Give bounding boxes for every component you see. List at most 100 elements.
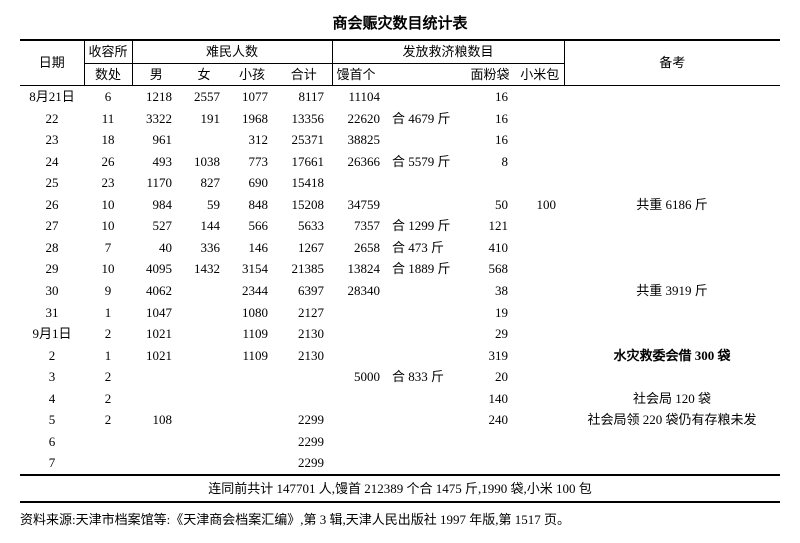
cell-buns (332, 172, 388, 194)
cell-note (564, 151, 780, 173)
cell-total: 17661 (276, 151, 332, 173)
cell-buns-extra (388, 409, 464, 431)
cell-millet (516, 431, 564, 453)
cell-male: 493 (132, 151, 180, 173)
cell-buns-extra (388, 431, 464, 453)
cell-date: 26 (20, 194, 84, 216)
cell-buns-extra: 合 473 斤 (388, 237, 464, 259)
hdr-relief-group: 发放救济粮数目 (332, 40, 564, 63)
cell-flour: 16 (464, 129, 516, 151)
cell-shelter (84, 452, 132, 475)
cell-millet (516, 280, 564, 302)
hdr-shelter-group: 收容所 (84, 40, 132, 63)
table-row: 2211332219119681335622620合 4679 斤16 (20, 108, 780, 130)
table-row: 42140社会局 120 袋 (20, 388, 780, 410)
cell-note: 社会局 120 袋 (564, 388, 780, 410)
cell-child (228, 388, 276, 410)
cell-shelter: 10 (84, 194, 132, 216)
cell-female: 191 (180, 108, 228, 130)
hdr-date: 日期 (20, 40, 84, 86)
cell-total: 15208 (276, 194, 332, 216)
cell-millet (516, 151, 564, 173)
cell-millet (516, 345, 564, 367)
cell-buns (332, 431, 388, 453)
cell-buns: 26366 (332, 151, 388, 173)
cell-female (180, 302, 228, 324)
cell-male (132, 431, 180, 453)
cell-buns-extra: 合 4679 斤 (388, 108, 464, 130)
cell-total: 2299 (276, 409, 332, 431)
cell-female (180, 345, 228, 367)
cell-buns-extra (388, 345, 464, 367)
cell-shelter: 7 (84, 237, 132, 259)
cell-child: 3154 (228, 258, 276, 280)
cell-shelter: 2 (84, 388, 132, 410)
cell-date: 2 (20, 345, 84, 367)
hdr-total: 合计 (276, 63, 332, 86)
cell-male: 108 (132, 409, 180, 431)
cell-male: 1170 (132, 172, 180, 194)
cell-total: 5633 (276, 215, 332, 237)
cell-millet (516, 86, 564, 108)
cell-total: 25371 (276, 129, 332, 151)
cell-note (564, 129, 780, 151)
cell-date: 24 (20, 151, 84, 173)
cell-flour: 240 (464, 409, 516, 431)
cell-shelter: 2 (84, 323, 132, 345)
cell-shelter: 10 (84, 258, 132, 280)
cell-millet (516, 237, 564, 259)
cell-millet (516, 452, 564, 475)
table-body: 8月21日61218255710778117111041622113322191… (20, 86, 780, 475)
cell-total: 6397 (276, 280, 332, 302)
cell-date: 9月1日 (20, 323, 84, 345)
table-row: 9月1日210211109213029 (20, 323, 780, 345)
cell-note: 社会局领 220 袋仍有存粮未发 (564, 409, 780, 431)
cell-buns (332, 388, 388, 410)
cell-male: 527 (132, 215, 180, 237)
cell-buns-extra (388, 129, 464, 151)
cell-child (228, 366, 276, 388)
cell-buns: 34759 (332, 194, 388, 216)
cell-total: 21385 (276, 258, 332, 280)
cell-flour: 16 (464, 108, 516, 130)
cell-note (564, 302, 780, 324)
cell-flour: 38 (464, 280, 516, 302)
cell-shelter: 10 (84, 215, 132, 237)
summary-text: 连同前共计 147701 人,馒首 212389 个合 1475 斤,1990 … (20, 475, 780, 503)
cell-child: 1968 (228, 108, 276, 130)
cell-child: 773 (228, 151, 276, 173)
table-row: 62299 (20, 431, 780, 453)
cell-date: 29 (20, 258, 84, 280)
cell-shelter: 1 (84, 345, 132, 367)
cell-flour (464, 452, 516, 475)
hdr-female: 女 (180, 63, 228, 86)
cell-note (564, 108, 780, 130)
cell-child (228, 409, 276, 431)
table-row: 2318961312253713882516 (20, 129, 780, 151)
cell-millet (516, 215, 564, 237)
cell-female: 2557 (180, 86, 228, 108)
cell-buns: 13824 (332, 258, 388, 280)
cell-flour: 50 (464, 194, 516, 216)
cell-buns-extra (388, 172, 464, 194)
cell-female (180, 129, 228, 151)
cell-male: 1047 (132, 302, 180, 324)
table-row: 31110471080212719 (20, 302, 780, 324)
cell-flour (464, 172, 516, 194)
cell-child: 2344 (228, 280, 276, 302)
cell-flour: 19 (464, 302, 516, 324)
cell-child: 146 (228, 237, 276, 259)
cell-millet (516, 172, 564, 194)
cell-shelter: 18 (84, 129, 132, 151)
cell-date: 4 (20, 388, 84, 410)
cell-buns: 22620 (332, 108, 388, 130)
cell-shelter: 23 (84, 172, 132, 194)
cell-child: 312 (228, 129, 276, 151)
cell-note (564, 258, 780, 280)
cell-date: 5 (20, 409, 84, 431)
cell-child: 1109 (228, 345, 276, 367)
cell-date: 31 (20, 302, 84, 324)
cell-total: 13356 (276, 108, 332, 130)
cell-date: 25 (20, 172, 84, 194)
cell-flour: 29 (464, 323, 516, 345)
